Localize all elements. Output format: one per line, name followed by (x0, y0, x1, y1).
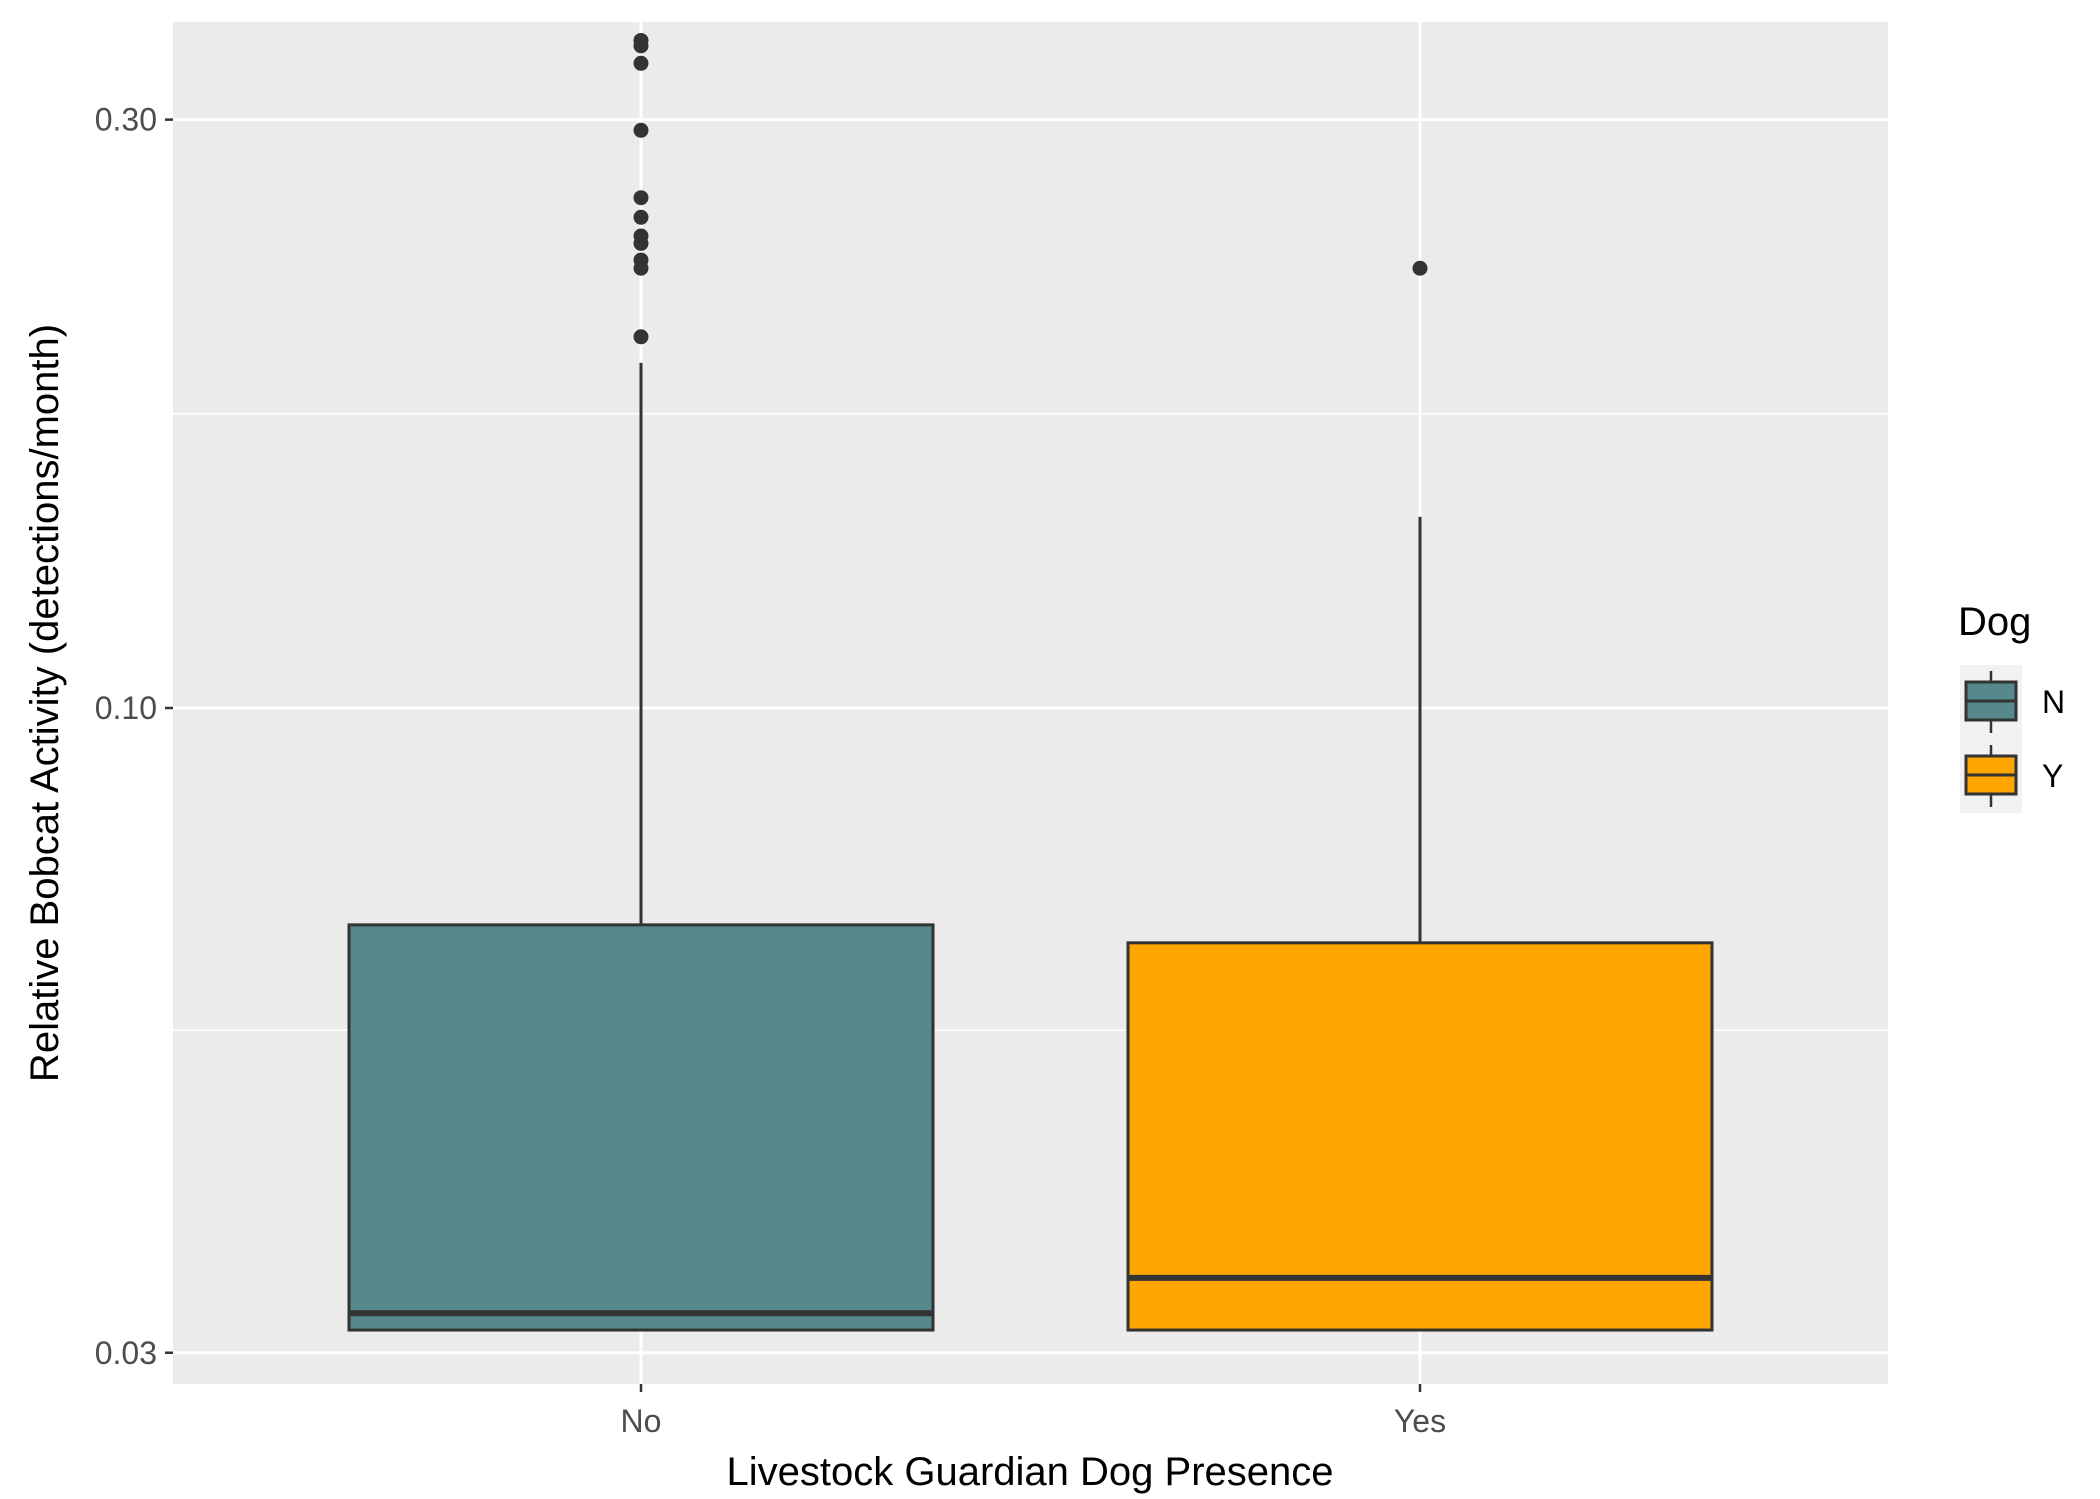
outlier-point (633, 209, 649, 225)
legend-entry-y: Y (1960, 739, 2063, 813)
y-axis: 0.03 0.10 0.30 (95, 102, 173, 1371)
legend: Dog N Y (1958, 600, 2065, 813)
outlier-point (633, 329, 649, 345)
boxes (347, 32, 1714, 1332)
x-axis-title: Livestock Guardian Dog Presence (727, 1450, 1334, 1494)
x-tick-label: No (621, 1403, 662, 1439)
outlier-point (633, 32, 649, 48)
x-axis: No Yes (621, 1384, 1446, 1439)
y-tick-label: 0.10 (95, 690, 157, 726)
legend-title: Dog (1958, 600, 2031, 644)
box-iqr (347, 923, 935, 1332)
outlier-point (633, 122, 649, 138)
outlier-point (633, 190, 649, 206)
box-yes (1126, 260, 1714, 1332)
box-no (347, 32, 935, 1332)
y-tick-label: 0.30 (95, 102, 157, 138)
outlier-point (633, 252, 649, 268)
y-axis-title: Relative Bobcat Activity (detections/mon… (23, 324, 67, 1082)
outlier-point (633, 228, 649, 244)
outlier-point (1412, 260, 1428, 276)
y-tick-label: 0.03 (95, 1335, 157, 1371)
box-iqr (1126, 941, 1714, 1332)
legend-label: N (2042, 684, 2065, 720)
x-tick-label: Yes (1394, 1403, 1446, 1439)
legend-label: Y (2042, 758, 2063, 794)
outlier-point (633, 55, 649, 71)
legend-entry-n: N (1960, 665, 2065, 739)
